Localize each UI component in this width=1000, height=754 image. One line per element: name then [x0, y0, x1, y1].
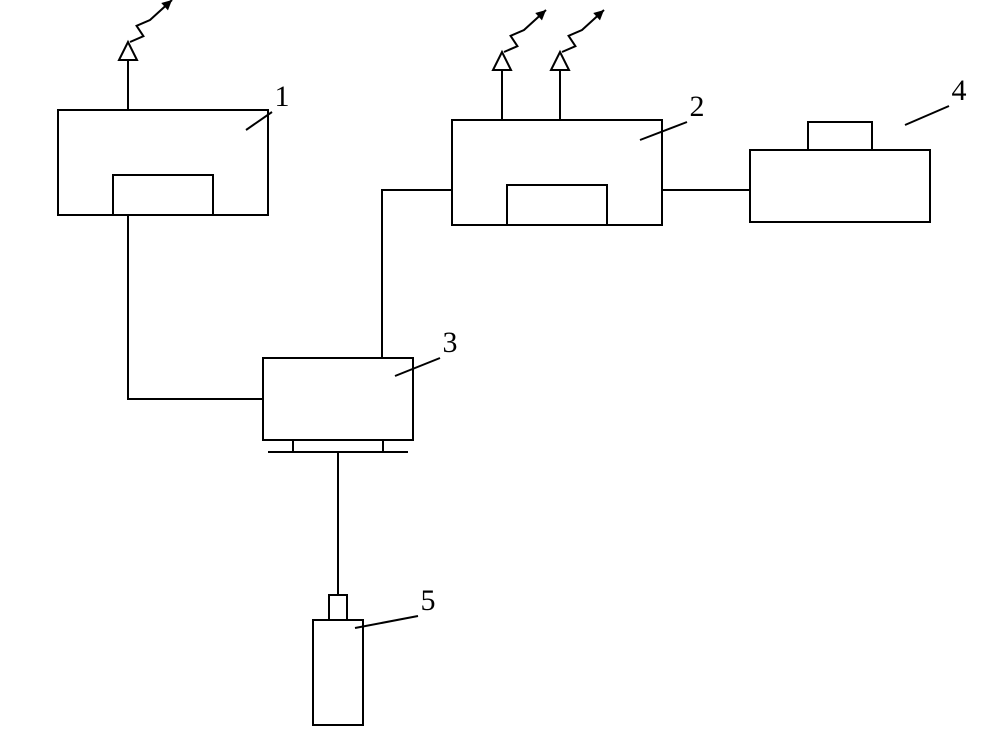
- label-1: 1: [275, 80, 290, 113]
- node-1-inner: [113, 175, 213, 215]
- node-2-antenna-1-cone: [551, 52, 569, 70]
- leader-2: 2: [640, 90, 705, 140]
- edges-layer: [128, 190, 750, 399]
- node-1-outer: [58, 110, 268, 215]
- leader-3-line: [395, 358, 440, 376]
- edge-1: [382, 190, 452, 358]
- leaders-layer: 1 2 3 4 5: [246, 74, 967, 628]
- leader-5: 5: [355, 584, 436, 628]
- label-4: 4: [952, 74, 967, 107]
- label-5: 5: [421, 584, 436, 617]
- leader-4-line: [905, 106, 949, 125]
- leader-5-line: [355, 616, 418, 628]
- node-4: [750, 122, 930, 222]
- signal-arrow-0: [130, 0, 172, 42]
- node-2-antenna-0-cone: [493, 52, 511, 70]
- node-5-body: [313, 620, 363, 725]
- signal-arrow-2: [562, 10, 604, 52]
- label-3: 3: [443, 326, 458, 359]
- node-4-body: [750, 150, 930, 222]
- node-1-antenna-0-cone: [119, 42, 137, 60]
- node-2: [452, 52, 662, 225]
- leader-4: 4: [905, 74, 967, 125]
- node-2-outer: [452, 120, 662, 225]
- edge-0: [128, 215, 263, 399]
- node-4-top: [808, 122, 872, 150]
- diagram-canvas: 1 2 3 4 5: [0, 0, 1000, 754]
- signals-layer: [130, 0, 604, 52]
- node-3: [263, 358, 413, 595]
- leader-2-line: [640, 122, 687, 140]
- label-2: 2: [690, 90, 705, 123]
- node-3-body: [263, 358, 413, 440]
- node-5-cap: [329, 595, 347, 620]
- node-5: [313, 595, 363, 725]
- node-1: [58, 42, 268, 215]
- signal-arrow-1: [504, 10, 546, 52]
- nodes-layer: [58, 42, 930, 725]
- node-2-inner: [507, 185, 607, 225]
- leader-3: 3: [395, 326, 458, 376]
